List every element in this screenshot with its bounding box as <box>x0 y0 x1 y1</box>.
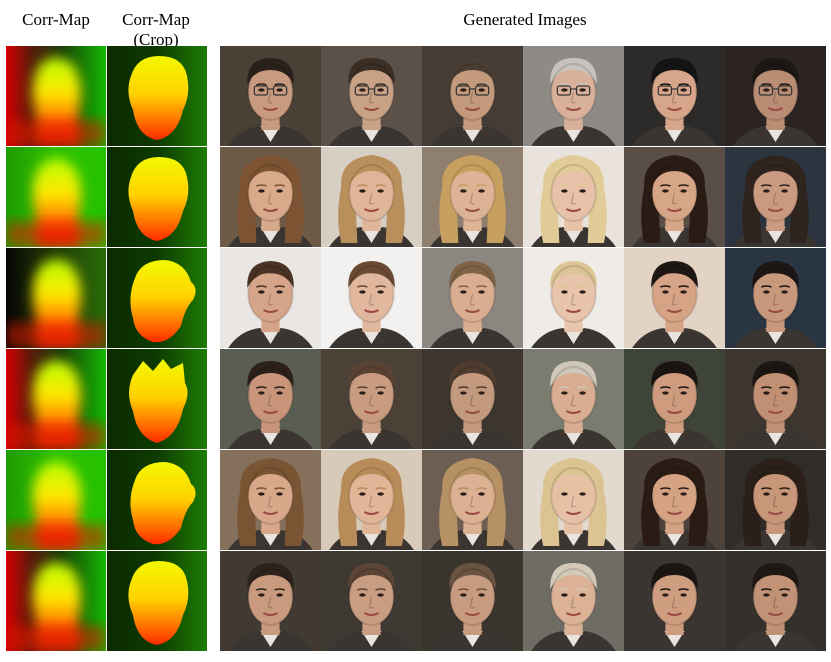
generated-face-image <box>321 450 422 550</box>
generated-images-header: Generated Images <box>220 10 830 30</box>
generated-face-image <box>220 147 321 247</box>
corr-map-crop-image <box>107 46 207 146</box>
generated-face-image <box>422 248 523 348</box>
generated-face-image <box>725 46 826 146</box>
generated-face-image <box>624 248 725 348</box>
generated-face-image <box>422 147 523 247</box>
generated-face-image <box>422 46 523 146</box>
generated-face-image <box>624 349 725 449</box>
corr-map-crop-image <box>107 147 207 247</box>
generated-face-image <box>523 46 624 146</box>
corr-map-crop-image <box>107 551 207 651</box>
corr-map-image <box>6 551 106 651</box>
generated-face-image <box>523 551 624 651</box>
generated-face-image <box>725 147 826 247</box>
generated-face-image <box>725 349 826 449</box>
generated-face-image <box>220 551 321 651</box>
generated-face-image <box>624 551 725 651</box>
generated-face-image <box>321 147 422 247</box>
generated-face-image <box>523 147 624 247</box>
generated-face-image <box>422 551 523 651</box>
corr-map-crop-image <box>107 450 207 550</box>
generated-face-image <box>624 450 725 550</box>
corr-map-crop-image <box>107 349 207 449</box>
generated-face-image <box>725 551 826 651</box>
generated-face-image <box>321 551 422 651</box>
corr-map-image <box>6 450 106 550</box>
generated-face-image <box>220 450 321 550</box>
corr-map-crop-header-line1: Corr-Map <box>122 10 190 29</box>
corr-map-crop-header-line2: (Crop) <box>133 30 179 49</box>
generated-face-image <box>321 349 422 449</box>
corr-map-image <box>6 46 106 146</box>
generated-face-image <box>624 46 725 146</box>
generated-face-image <box>624 147 725 247</box>
corr-map-crop-image <box>107 248 207 348</box>
generated-face-image <box>220 248 321 348</box>
corr-map-image <box>6 147 106 247</box>
corr-map-header-text: Corr-Map <box>22 10 90 29</box>
generated-face-image <box>422 450 523 550</box>
generated-face-image <box>725 450 826 550</box>
corr-map-image <box>6 349 106 449</box>
corr-map-crop-header: Corr-Map (Crop) <box>106 10 206 50</box>
generated-face-image <box>725 248 826 348</box>
generated-face-image <box>321 46 422 146</box>
generated-face-image <box>220 349 321 449</box>
generated-face-image <box>422 349 523 449</box>
generated-face-image <box>523 450 624 550</box>
corr-map-header: Corr-Map <box>6 10 106 30</box>
generated-face-image <box>523 248 624 348</box>
generated-face-image <box>523 349 624 449</box>
corr-map-image <box>6 248 106 348</box>
generated-images-header-text: Generated Images <box>463 10 587 29</box>
generated-face-image <box>220 46 321 146</box>
generated-face-image <box>321 248 422 348</box>
